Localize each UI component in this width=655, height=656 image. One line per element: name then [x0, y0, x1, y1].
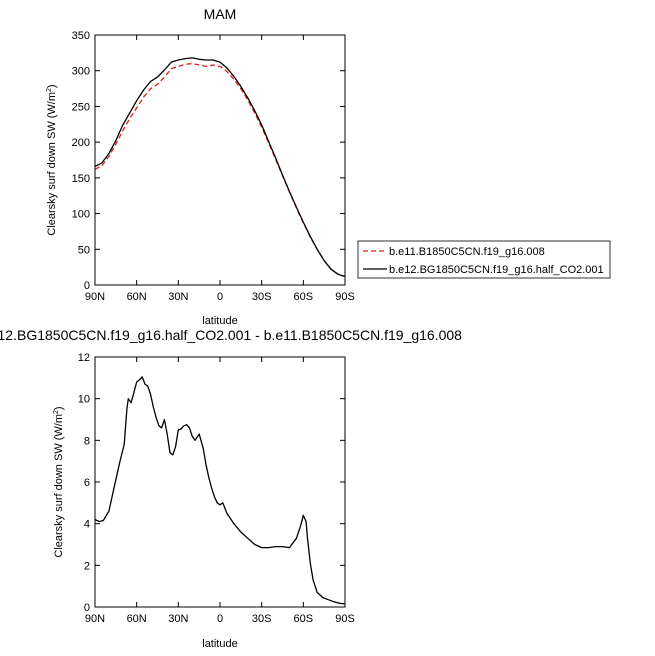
- top-x-tick-label: 90S: [335, 291, 355, 303]
- top-y-tick-label: 150: [72, 173, 90, 185]
- bottom-panel-series: [94, 376, 346, 605]
- top-panel-frame: [94, 34, 346, 286]
- top-y-tick-label: 250: [72, 101, 90, 113]
- bottom-x-tick-label: 0: [217, 613, 223, 625]
- bottom-y-tick-label: 4: [84, 519, 90, 531]
- top-y-tick-label: 100: [72, 209, 90, 221]
- bottom-y-tick-label: 12: [78, 352, 90, 364]
- bottom-y-tick-label: 8: [84, 435, 90, 447]
- top-series-line-0: [94, 62, 346, 278]
- bottom-x-tick-label: 90N: [85, 613, 105, 625]
- top-panel-ylabel: Clearsky surf down SW (W/m2): [46, 84, 58, 235]
- top-y-tick-label: 50: [78, 244, 90, 256]
- bottom-panel-ylabel: Clearsky surf down SW (W/m2): [53, 406, 65, 557]
- top-x-tick-label: 90N: [85, 291, 105, 303]
- bottom-y-tick-label: 6: [84, 477, 90, 489]
- top-series-line-1: [94, 57, 346, 278]
- bottom-series-line-0: [94, 376, 346, 605]
- top-y-tick-label: 350: [72, 30, 90, 42]
- bottom-panel: b.e12.BG1850C5CN.f19_g16.half_CO2.001 - …: [0, 327, 462, 650]
- top-panel-title: MAM: [204, 6, 237, 22]
- legend: b.e11.B1850C5CN.f19_g16.008 b.e12.BG1850…: [357, 240, 611, 279]
- top-panel-ticks: 90N 60N 30N 0 30S 60S 90S 0 50 100 150 200 250 300 350: [72, 30, 355, 303]
- top-x-tick-label: 60S: [294, 291, 314, 303]
- bottom-y-tick-label: 0: [84, 602, 90, 614]
- bottom-x-tick-label: 60S: [294, 613, 314, 625]
- top-x-tick-label: 60N: [127, 291, 147, 303]
- legend-label-control: b.e11.B1850C5CN.f19_g16.008: [389, 246, 545, 258]
- bottom-x-tick-label: 30S: [252, 613, 272, 625]
- top-x-tick-label: 0: [217, 291, 223, 303]
- bottom-y-tick-label: 10: [78, 394, 90, 406]
- bottom-panel-frame: [94, 356, 346, 608]
- bottom-x-tick-label: 30N: [168, 613, 188, 625]
- bottom-y-tick-label: 2: [84, 560, 90, 572]
- top-y-tick-label: 200: [72, 137, 90, 149]
- top-panel-xlabel: latitude: [202, 315, 237, 327]
- top-panel: MAM 90N 60N 30N 0 30S 60S 90S 0 50 100 150 200 250 30…: [46, 6, 355, 327]
- legend-label-half-co2: b.e12.BG1850C5CN.f19_g16.half_CO2.001: [389, 264, 604, 276]
- top-y-tick-label: 0: [84, 280, 90, 292]
- bottom-panel-xlabel: latitude: [202, 638, 237, 650]
- top-x-tick-label: 30S: [252, 291, 272, 303]
- top-panel-series: [94, 57, 346, 278]
- top-y-tick-label: 300: [72, 66, 90, 78]
- top-x-tick-label: 30N: [168, 291, 188, 303]
- legend-box: [357, 240, 611, 279]
- bottom-panel-ticks: 90N 60N 30N 0 30S 60S 90S 0 2 4 6 8 10 12: [78, 352, 355, 625]
- bottom-x-tick-label: 60N: [127, 613, 147, 625]
- bottom-x-tick-label: 90S: [335, 613, 355, 625]
- bottom-panel-title: b.e12.BG1850C5CN.f19_g16.half_CO2.001 - …: [0, 327, 462, 343]
